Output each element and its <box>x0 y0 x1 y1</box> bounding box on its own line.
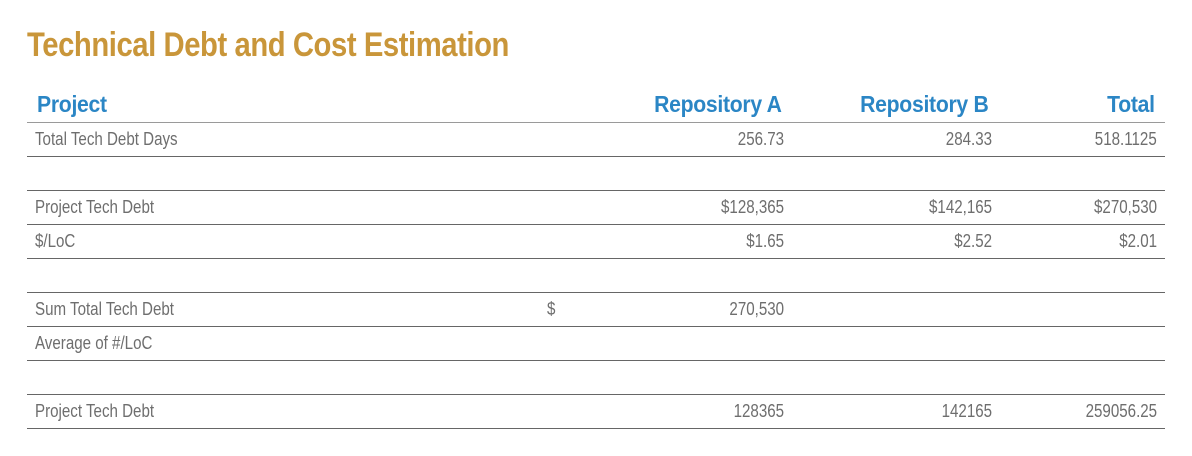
row-repository-b-value <box>817 157 992 190</box>
row-repository-a-value <box>547 259 784 292</box>
table-header-row: Project Repository A Repository B Total <box>27 86 1165 123</box>
row-repository-b-value: $142,165 <box>928 197 992 217</box>
row-total-value: 259056.25 <box>1085 401 1157 421</box>
row-label: Project Tech Debt <box>35 197 155 217</box>
row-repository-b-value: $2.52 <box>954 231 992 251</box>
table-row: Sum Total Tech Debt $ 270,530 <box>27 293 1165 327</box>
row-repository-a-value: $128,365 <box>720 197 784 217</box>
row-label: Project Tech Debt <box>35 401 155 421</box>
table-row: $/LoC $1.65 $2.52 $2.01 <box>27 225 1165 259</box>
row-repository-b-value <box>817 361 992 394</box>
row-label: Average of #/LoC <box>35 333 153 353</box>
row-repository-a-value <box>547 157 784 190</box>
tech-debt-table: Project Repository A Repository B Total … <box>27 86 1165 429</box>
row-label: Total Tech Debt Days <box>35 129 178 149</box>
row-repository-a-value: $1.65 <box>746 231 784 251</box>
page-title: Technical Debt and Cost Estimation <box>27 26 509 64</box>
row-label: $/LoC <box>35 231 76 251</box>
header-project: Project <box>37 90 107 117</box>
row-repository-a-value: 256.73 <box>737 129 784 149</box>
row-repository-b-value: 142165 <box>941 401 992 421</box>
table-row: Total Tech Debt Days 256.73 284.33 518.1… <box>27 123 1165 157</box>
table-row: Project Tech Debt 128365 142165 259056.2… <box>27 395 1165 429</box>
row-repository-b-value <box>817 259 992 292</box>
row-total-value <box>1017 327 1157 360</box>
table-row: Project Tech Debt $128,365 $142,165 $270… <box>27 191 1165 225</box>
table-row-spacer <box>27 157 1165 191</box>
table-row: Average of #/LoC <box>27 327 1165 361</box>
header-repository-a: Repository A <box>654 90 782 117</box>
row-total-value <box>1017 293 1157 326</box>
row-label: Sum Total Tech Debt <box>35 299 174 319</box>
header-total: Total <box>1107 90 1155 117</box>
row-repository-a-value: 270,530 <box>729 299 784 319</box>
row-total-value: $2.01 <box>1119 231 1157 251</box>
row-total-value <box>1017 157 1157 190</box>
table-row-spacer <box>27 259 1165 293</box>
table-row-spacer <box>27 361 1165 395</box>
row-total-value <box>1017 259 1157 292</box>
row-repository-b-value <box>817 293 992 326</box>
row-repository-a-value <box>547 327 784 360</box>
row-total-value <box>1017 361 1157 394</box>
row-repository-b-value: 284.33 <box>945 129 992 149</box>
row-repository-b-value <box>817 327 992 360</box>
row-repository-a-value: 128365 <box>733 401 784 421</box>
row-repository-a-value <box>547 361 784 394</box>
row-total-value: 518.1125 <box>1095 129 1157 149</box>
row-currency-symbol: $ <box>547 299 556 319</box>
header-repository-b: Repository B <box>860 90 990 117</box>
row-total-value: $270,530 <box>1093 197 1157 217</box>
